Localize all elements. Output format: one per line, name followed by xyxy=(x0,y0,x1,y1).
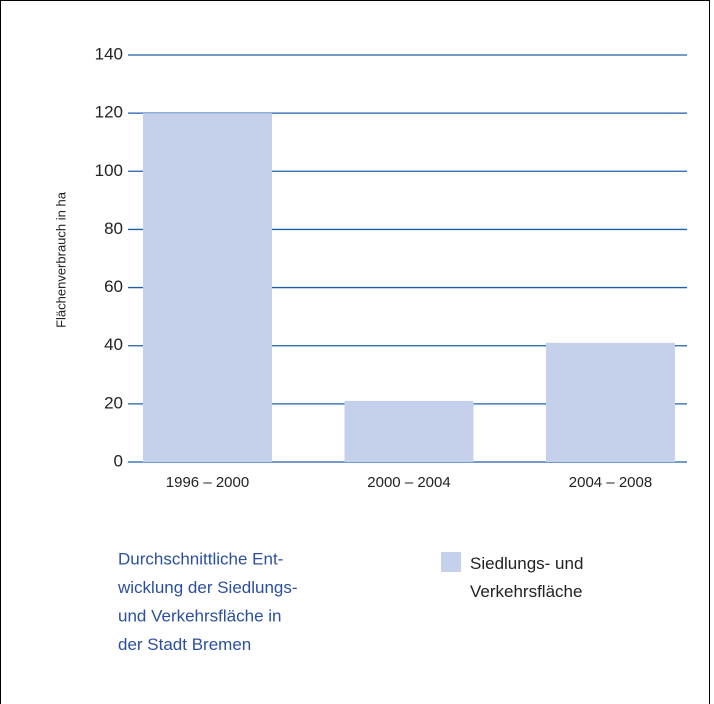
y-tick-label: 100 xyxy=(95,161,123,180)
caption-line: wicklung der Siedlungs- xyxy=(117,578,298,597)
y-tick-label: 80 xyxy=(104,219,123,238)
caption-line: der Stadt Bremen xyxy=(118,635,251,654)
caption-line: Durchschnittliche Ent- xyxy=(118,549,283,568)
bar xyxy=(344,400,474,462)
x-tick-label: 1996 – 2000 xyxy=(166,474,249,491)
legend-swatch xyxy=(441,552,461,572)
bar xyxy=(143,113,272,463)
caption-line: und Verkehrsfläche in xyxy=(118,606,282,625)
bar xyxy=(546,342,675,462)
y-tick-label: 0 xyxy=(114,451,123,470)
y-tick-label: 20 xyxy=(104,393,123,412)
y-tick-label: 120 xyxy=(95,103,123,122)
y-tick-label: 40 xyxy=(104,335,123,354)
y-tick-label: 60 xyxy=(104,277,123,296)
x-tick-label: 2000 – 2004 xyxy=(367,474,450,491)
legend-label: Siedlungs- und Verkehrsfläche xyxy=(470,554,584,601)
y-tick-label: 140 xyxy=(95,44,123,63)
x-tick-label: 2004 – 2008 xyxy=(569,474,652,491)
y-axis-label: Flächenverbrauch in ha xyxy=(53,191,68,328)
